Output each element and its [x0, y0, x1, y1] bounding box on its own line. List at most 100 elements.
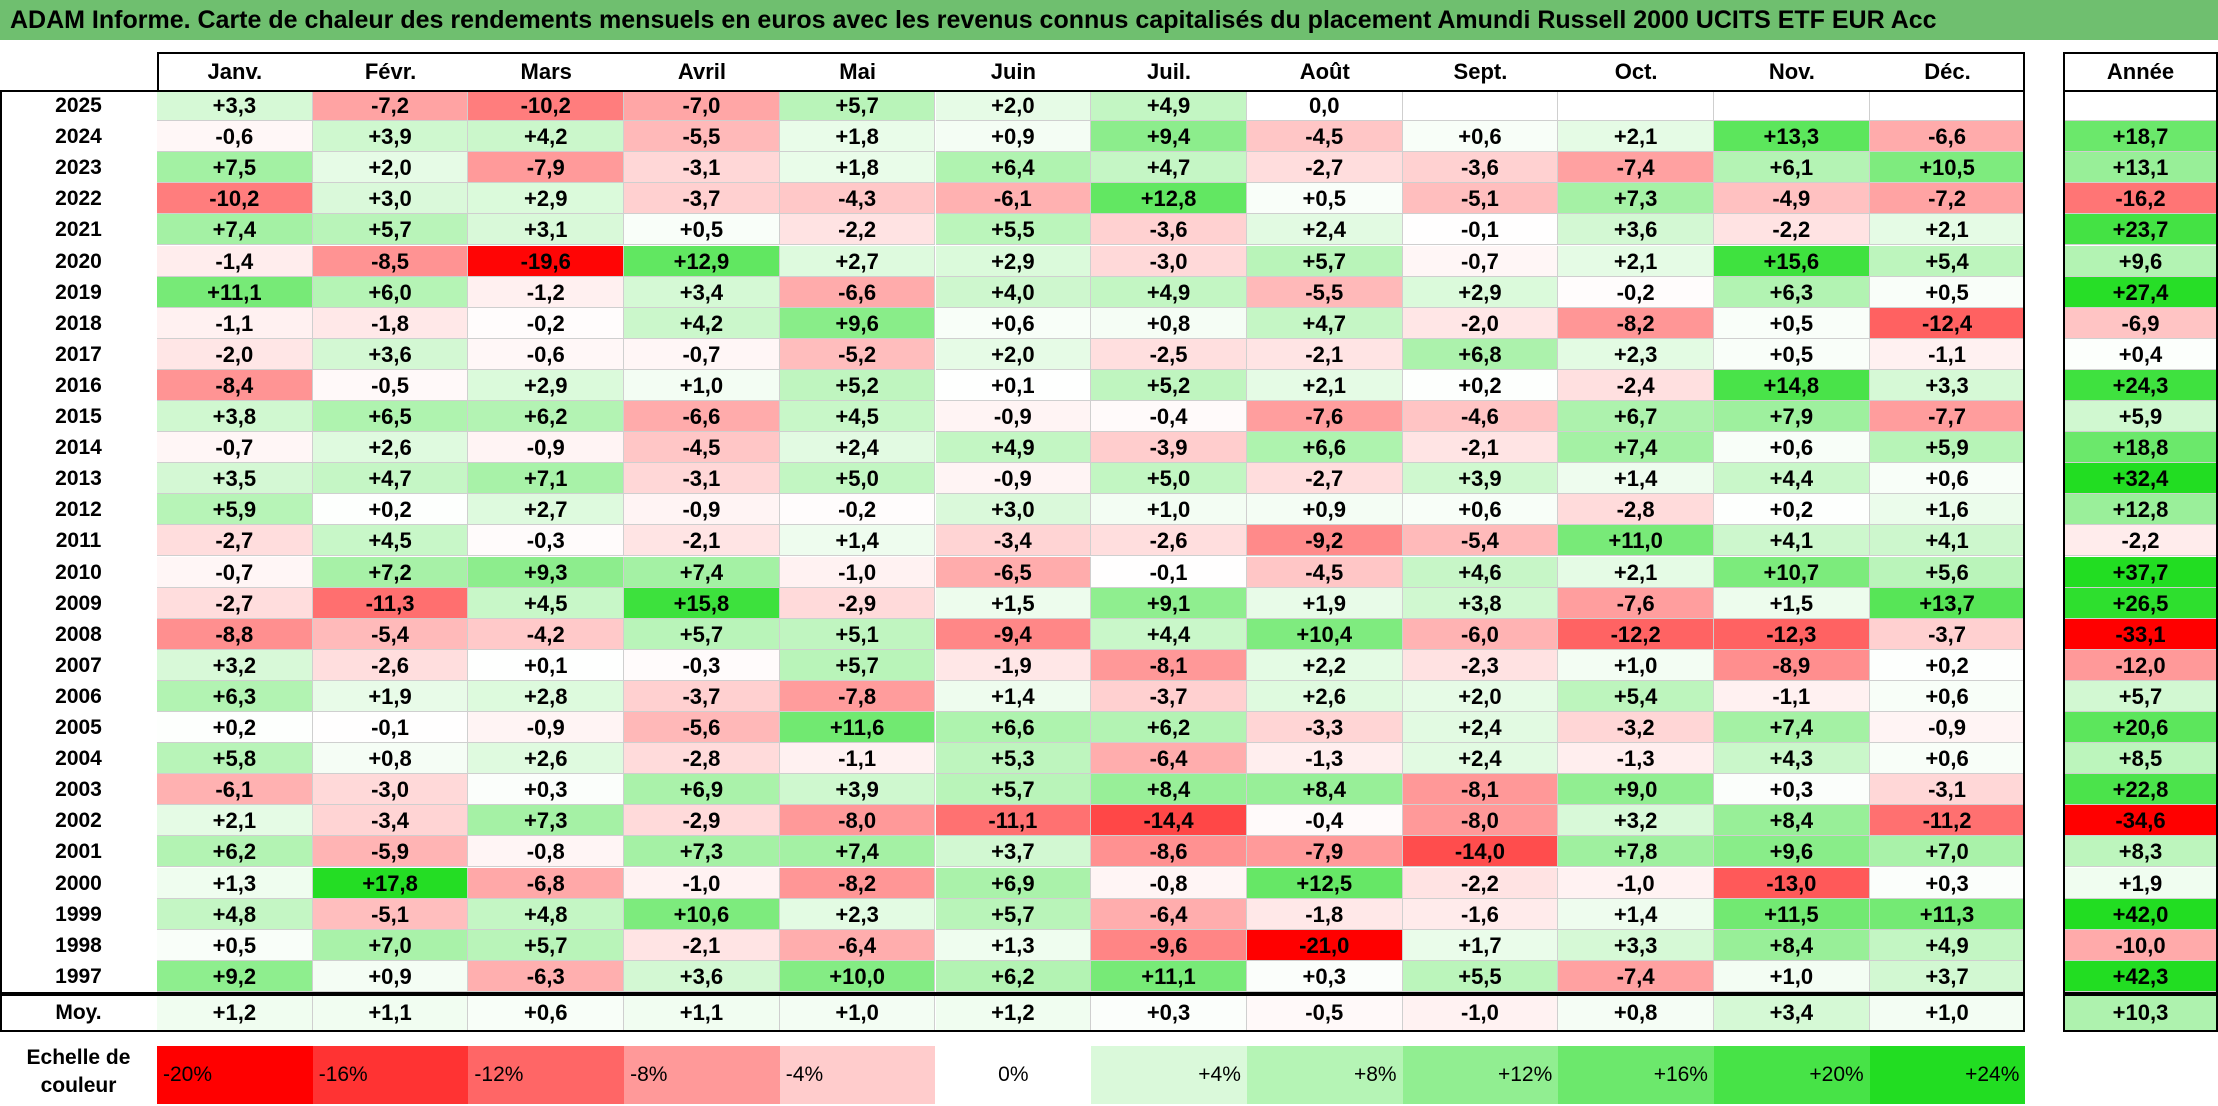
heatmap-cell: -0,4 — [1246, 805, 1403, 837]
heatmap-cell: -3,7 — [624, 680, 780, 712]
heatmap-cell: +9,2 — [157, 960, 313, 992]
average-cell: -0,5 — [1246, 995, 1403, 1030]
year-label: 2003 — [0, 774, 157, 806]
heatmap-cell: +15,6 — [1714, 245, 1870, 277]
year-label: 2004 — [0, 743, 157, 775]
heatmap-cell: -2,1 — [624, 525, 780, 557]
average-cell: +1,2 — [935, 995, 1092, 1030]
heatmap-cell: -6,8 — [468, 867, 625, 899]
heatmap-cell: -1,1 — [157, 307, 313, 339]
heatmap-cell: -6,3 — [468, 960, 625, 992]
heatmap-cell: -3,1 — [624, 152, 780, 184]
heatmap-cell: +2,9 — [468, 369, 625, 401]
color-scale-stop: +8% — [1246, 1046, 1403, 1104]
heatmap-cell: -19,6 — [468, 245, 625, 277]
heatmap-cell: +10,4 — [1246, 618, 1403, 650]
heatmap-cell: -4,5 — [1246, 556, 1403, 588]
heatmap-cell: -3,7 — [1091, 680, 1247, 712]
month-header: Mars — [468, 54, 625, 90]
heatmap-cell: -0,6 — [468, 338, 625, 370]
heatmap-cell: -8,9 — [1714, 649, 1870, 681]
year-label: 2000 — [0, 867, 157, 899]
annual-cell: +18,7 — [2063, 121, 2218, 153]
heatmap-cell: +4,9 — [1091, 276, 1247, 308]
heatmap-cell: -1,9 — [935, 649, 1092, 681]
heatmap-cell: +6,1 — [1714, 152, 1870, 184]
heatmap-cell: -3,0 — [1091, 245, 1247, 277]
heatmap-cell: -11,1 — [935, 805, 1092, 837]
heatmap-cell: +1,0 — [1714, 960, 1870, 992]
heatmap-cell: +5,0 — [1091, 463, 1247, 495]
heatmap-cell: -3,3 — [1246, 712, 1403, 744]
annual-cell: +42,3 — [2063, 960, 2218, 992]
month-header: Janv. — [157, 54, 313, 90]
heatmap-cell: +7,3 — [468, 805, 625, 837]
annual-cell: +20,6 — [2063, 712, 2218, 744]
heatmap-cell: +2,6 — [1246, 680, 1403, 712]
heatmap-cell: -0,2 — [779, 494, 936, 526]
average-annual-cell: +10,3 — [2063, 995, 2218, 1030]
annual-cell: -33,1 — [2063, 618, 2218, 650]
year-label: 2021 — [0, 214, 157, 246]
heatmap-cell: -2,6 — [312, 649, 469, 681]
heatmap-cell: -0,7 — [157, 556, 313, 588]
heatmap-cell — [1402, 90, 1559, 122]
heatmap-cell: +0,6 — [935, 307, 1092, 339]
annual-cell: -16,2 — [2063, 183, 2218, 215]
heatmap-cell: +0,6 — [1714, 432, 1870, 464]
heatmap-cell: +0,3 — [1869, 867, 2026, 899]
average-cell: +0,3 — [1091, 995, 1247, 1030]
year-label: 2012 — [0, 494, 157, 526]
heatmap-cell: -9,2 — [1246, 525, 1403, 557]
heatmap-cell: -4,9 — [1714, 183, 1870, 215]
color-scale-stop: +12% — [1402, 1046, 1559, 1104]
heatmap-cell: -5,9 — [312, 836, 469, 868]
heatmap-cell: +3,6 — [624, 960, 780, 992]
heatmap-cell: +4,5 — [779, 401, 936, 433]
heatmap-cell: -6,5 — [935, 556, 1092, 588]
heatmap-cell: +0,6 — [1869, 463, 2026, 495]
average-cell: +3,4 — [1714, 995, 1870, 1030]
heatmap-cell: +5,1 — [779, 618, 936, 650]
heatmap-cell: -6,0 — [1402, 618, 1559, 650]
heatmap-cell: +2,0 — [935, 90, 1092, 122]
heatmap-cell: -2,7 — [1246, 463, 1403, 495]
annual-cell: +18,8 — [2063, 432, 2218, 464]
heatmap-cell: -0,8 — [468, 836, 625, 868]
heatmap-cell: -4,3 — [779, 183, 936, 215]
heatmap-cell: -7,7 — [1869, 401, 2026, 433]
heatmap-cell: -8,2 — [779, 867, 936, 899]
heatmap-cell: -6,6 — [779, 276, 936, 308]
heatmap-cell: +7,5 — [157, 152, 313, 184]
heatmap-cell: +4,3 — [1714, 743, 1870, 775]
heatmap-cell: +0,6 — [1402, 494, 1559, 526]
heatmap-cell: -2,8 — [1558, 494, 1714, 526]
annual-cell: +12,8 — [2063, 494, 2218, 526]
heatmap-cell: +6,2 — [157, 836, 313, 868]
heatmap-cell: +0,2 — [1714, 494, 1870, 526]
heatmap-cell: -1,1 — [779, 743, 936, 775]
heatmap-cell: +2,0 — [312, 152, 469, 184]
heatmap-cell: +2,3 — [1558, 338, 1714, 370]
heatmap-cell: -12,3 — [1714, 618, 1870, 650]
year-label: 2006 — [0, 680, 157, 712]
heatmap-cell: -2,1 — [1246, 338, 1403, 370]
heatmap-cell: +11,1 — [157, 276, 313, 308]
heatmap-cell: +0,5 — [1714, 338, 1870, 370]
heatmap-cell: +2,4 — [779, 432, 936, 464]
heatmap-cell: -5,1 — [1402, 183, 1559, 215]
heatmap-cell — [1869, 90, 2026, 122]
heatmap-cell: +1,0 — [1091, 494, 1247, 526]
average-cell: -1,0 — [1402, 995, 1559, 1030]
year-label: 2008 — [0, 618, 157, 650]
heatmap-cell: -7,4 — [1558, 960, 1714, 992]
heatmap-cell: +8,4 — [1714, 805, 1870, 837]
heatmap-cell: +2,7 — [468, 494, 625, 526]
heatmap-cell: -2,7 — [157, 525, 313, 557]
heatmap-cell: +1,0 — [624, 369, 780, 401]
heatmap-cell: +17,8 — [312, 867, 469, 899]
heatmap-cell: -1,0 — [779, 556, 936, 588]
heatmap-cell: +1,9 — [312, 680, 469, 712]
heatmap-cell: -4,5 — [624, 432, 780, 464]
heatmap-cell: -1,3 — [1246, 743, 1403, 775]
